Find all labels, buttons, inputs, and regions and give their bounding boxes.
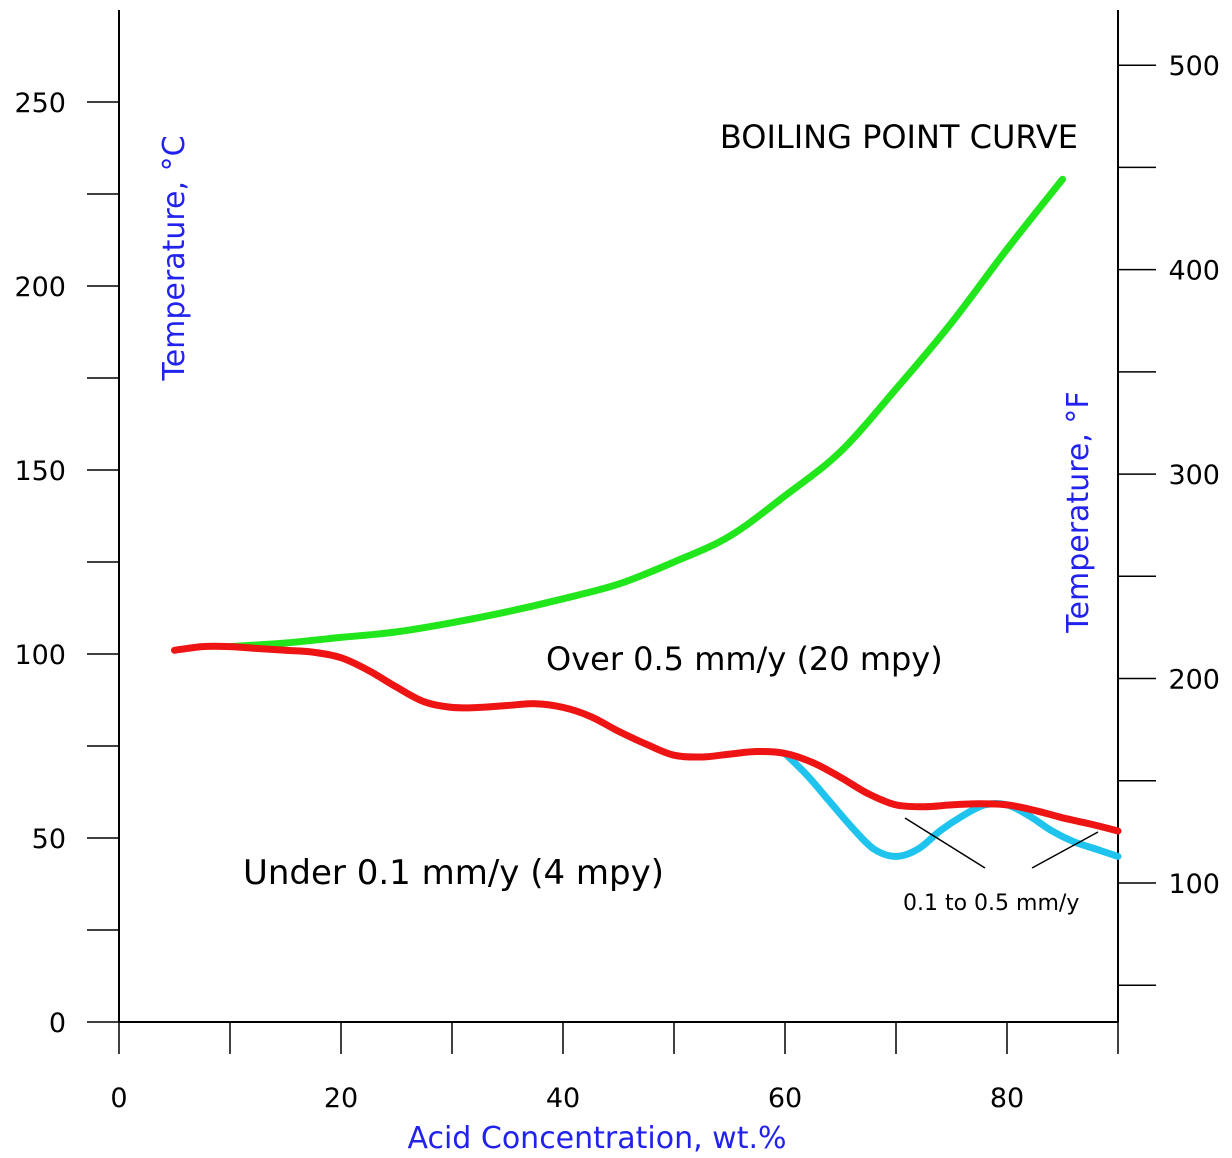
y-right-tick-label: 100 bbox=[1168, 869, 1220, 900]
y-left-tick-label: 200 bbox=[14, 272, 66, 303]
y-left-tick-label: 50 bbox=[32, 824, 66, 855]
annotation-leaders bbox=[904, 817, 1099, 869]
blue-iso-corrosion-line-line bbox=[781, 749, 1122, 860]
y-left-tick-label: 0 bbox=[49, 1008, 66, 1039]
under-rate-label: Under 0.1 mm/y (4 mpy) bbox=[243, 853, 664, 893]
ticks bbox=[87, 64, 1156, 1054]
y-right-tick-label: 200 bbox=[1168, 665, 1220, 696]
x-tick-label: 60 bbox=[768, 1083, 802, 1114]
x-tick-label: 40 bbox=[546, 1083, 580, 1114]
y-right-tick-label: 400 bbox=[1168, 256, 1220, 287]
y-left-axis-title: Temperature, °C bbox=[157, 135, 192, 381]
intermediate-rate-label: 0.1 to 0.5 mm/y bbox=[903, 891, 1079, 916]
boiling-point-curve-label: BOILING POINT CURVE bbox=[720, 118, 1078, 156]
leader-line-left bbox=[904, 817, 986, 869]
x-axis-title: Acid Concentration, wt.% bbox=[407, 1121, 786, 1156]
leader-line-right bbox=[1031, 831, 1099, 869]
x-tick-label: 20 bbox=[324, 1083, 358, 1114]
series-group bbox=[171, 175, 1122, 860]
y-left-tick-label: 150 bbox=[14, 456, 66, 487]
boiling-point-curve-line bbox=[226, 175, 1066, 651]
y-left-tick-label: 100 bbox=[14, 640, 66, 671]
over-rate-label: Over 0.5 mm/y (20 mpy) bbox=[546, 640, 943, 678]
tick-labels: 0 20 40 60 80 0 50 100 150 200 250 100 200 300 400 500 bbox=[14, 51, 1220, 1114]
red-iso-corrosion-line-line bbox=[171, 642, 1122, 835]
x-tick-label: 80 bbox=[990, 1083, 1024, 1114]
y-right-axis-title: Temperature, °F bbox=[1061, 391, 1096, 633]
y-right-tick-label: 500 bbox=[1168, 51, 1220, 82]
y-left-tick-label: 250 bbox=[14, 88, 66, 119]
x-tick-label: 0 bbox=[110, 1083, 127, 1114]
y-right-tick-label: 300 bbox=[1168, 460, 1220, 491]
